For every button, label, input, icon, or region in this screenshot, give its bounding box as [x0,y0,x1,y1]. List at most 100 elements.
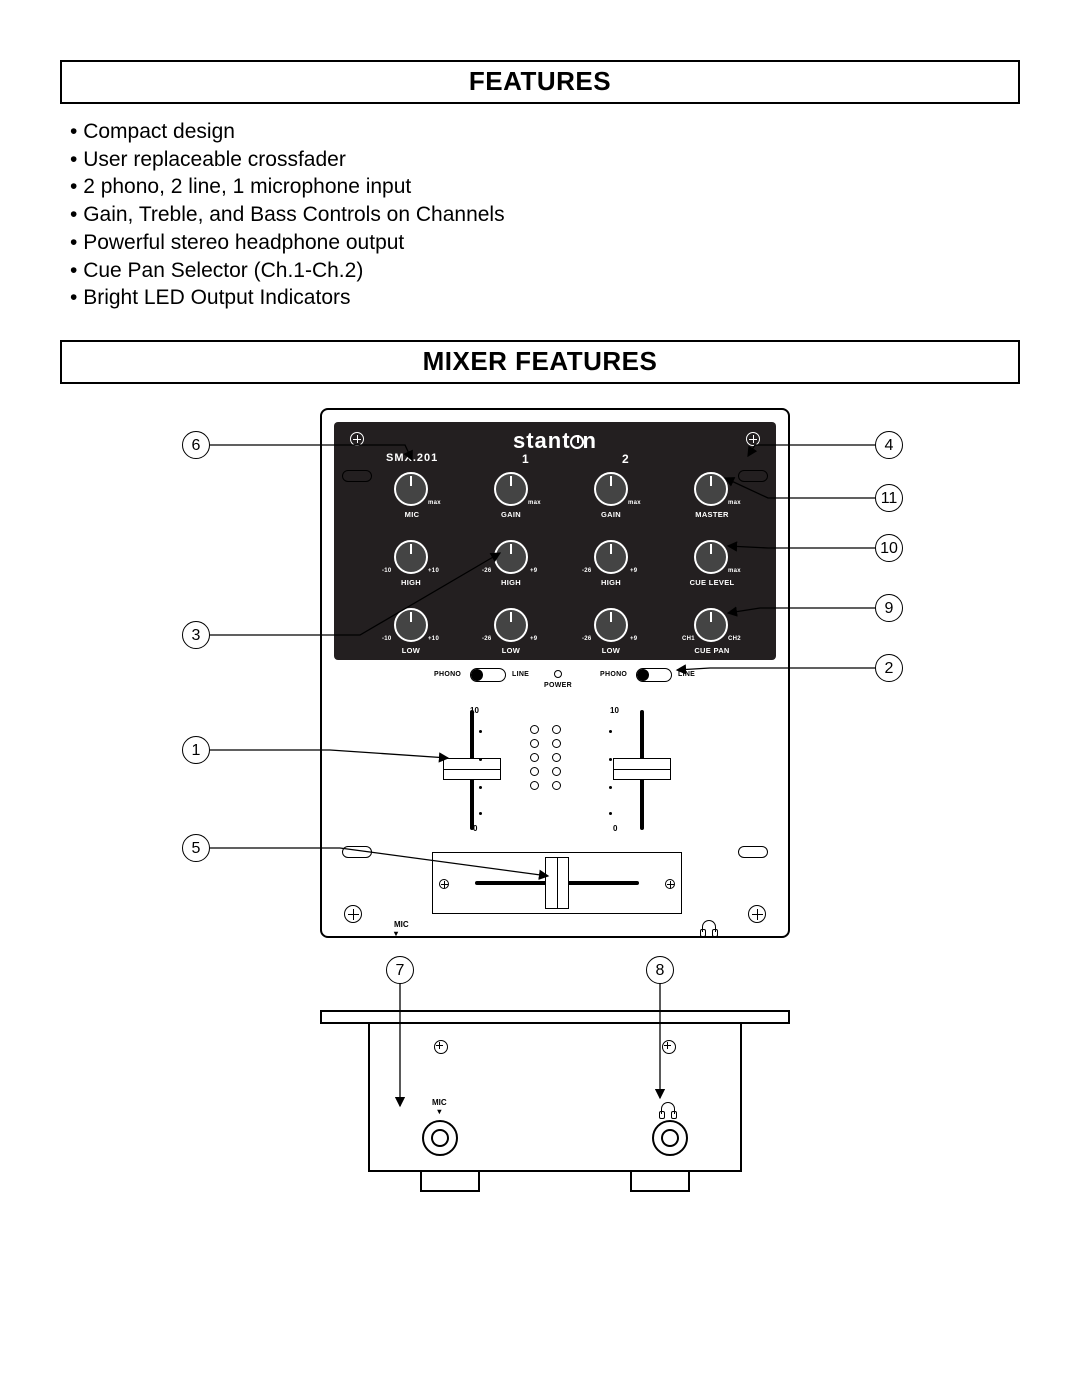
fader-tick-icon [609,758,612,761]
knob-right-label: +9 [530,636,537,642]
phono-line-switch-1 [470,668,506,682]
feature-item: Gain, Treble, and Bass Controls on Chann… [70,201,1020,229]
feature-item: 2 phono, 2 line, 1 microphone input [70,173,1020,201]
screw-icon [434,1040,448,1054]
brand-label: stantn [334,428,776,454]
led-meter-right [552,720,561,795]
mount-slot-icon [738,470,768,482]
mount-slot-icon [342,846,372,858]
screw-icon [439,879,449,889]
knob-left-label: -10 [382,636,392,642]
mic-arrow-label: MIC▾ [394,920,409,938]
feature-item: User replaceable crossfader [70,146,1020,174]
low-label: LOW [600,646,622,655]
high-label: HIGH [498,578,524,587]
cue-pan-knob [694,608,728,642]
section-header-mixer: MIXER FEATURES [60,340,1020,384]
channel-1-label: 1 [522,452,529,466]
cue-ch2-label: CH2 [728,636,741,642]
panel-screw-icon [748,905,766,923]
screw-icon [665,879,675,889]
model-label: SMX.201 [386,452,438,464]
phono-label: PHONO [434,671,461,678]
mic-front-label: MIC▾ [432,1098,447,1116]
fader-tick-icon [609,812,612,815]
feature-item: Cue Pan Selector (Ch.1-Ch.2) [70,257,1020,285]
mixer-top-panel: stantn SMX.201 1 2 max MIC max GAIN max … [320,408,790,938]
fader-scale-top: 10 [470,706,479,715]
callout-11: 11 [875,484,903,512]
feature-item: Bright LED Output Indicators [70,284,1020,312]
mic-label: MIC [402,510,422,519]
foot-icon [420,1170,480,1192]
knob-left-label: -26 [482,636,492,642]
cue-pan-label: CUE PAN [688,646,736,655]
front-body: MIC▾ [368,1022,742,1172]
phono-line-switch-2 [636,668,672,682]
fader-scale-bottom: 0 [473,824,477,833]
master-label: MASTER [692,510,732,519]
power-label: POWER [544,682,572,689]
corner-screw-icon [350,432,364,446]
headphone-icon [661,1102,675,1114]
knob-max-label: max [528,500,541,506]
phono-label: PHONO [600,671,627,678]
ch2-gain-knob [594,472,628,506]
callout-10: 10 [875,534,903,562]
fader-tick-icon [609,730,612,733]
power-symbol-icon [570,435,584,449]
knob-left-label: -26 [582,568,592,574]
callout-4: 4 [875,431,903,459]
foot-icon [630,1170,690,1192]
gain-label: GAIN [498,510,524,519]
cue-level-label: CUE LEVEL [686,578,738,587]
headphone-icon [702,920,716,932]
corner-screw-icon [746,432,760,446]
features-list: Compact design User replaceable crossfad… [60,118,1020,312]
low-label: LOW [400,646,422,655]
knob-max-label: max [728,500,741,506]
mic-gain-knob [394,472,428,506]
feature-item: Powerful stereo headphone output [70,229,1020,257]
brand-post: n [583,428,597,453]
low-label: LOW [500,646,522,655]
knob-right-label: +9 [530,568,537,574]
mic-low-knob [394,608,428,642]
callout-6: 6 [182,431,210,459]
line-label: LINE [512,671,529,678]
knob-max-label: max [628,500,641,506]
mixer-dark-section: stantn SMX.201 1 2 max MIC max GAIN max … [334,422,776,660]
section-header-features: FEATURES [60,60,1020,104]
led-meter-left [530,720,539,795]
callout-3: 3 [182,621,210,649]
line-label: LINE [678,671,695,678]
panel-screw-icon [344,905,362,923]
mixer-front-panel: MIC▾ [320,1010,790,1190]
cue-level-knob [694,540,728,574]
knob-left-label: -10 [382,568,392,574]
fader-tick-icon [609,786,612,789]
ch1-volume-fader [450,710,494,830]
callout-2: 2 [875,654,903,682]
ch1-low-knob [494,608,528,642]
knob-left-label: -26 [482,568,492,574]
knob-left-label: -26 [582,636,592,642]
knob-max-label: max [728,568,741,574]
crossfader-frame [432,852,682,914]
mic-jack-icon [422,1120,458,1156]
brand-pre: stant [513,428,571,453]
callout-5: 5 [182,834,210,862]
cue-ch1-label: CH1 [682,636,695,642]
crossfader-cap [545,857,569,909]
callout-9: 9 [875,594,903,622]
knob-right-label: +10 [428,568,439,574]
channel-2-label: 2 [622,452,629,466]
knob-right-label: +10 [428,636,439,642]
gain-label: GAIN [598,510,624,519]
ch1-high-knob [494,540,528,574]
fader-scale-bottom: 0 [613,824,617,833]
power-led-icon [554,670,562,678]
headphone-jack-icon [652,1120,688,1156]
knob-max-label: max [428,500,441,506]
mount-slot-icon [738,846,768,858]
